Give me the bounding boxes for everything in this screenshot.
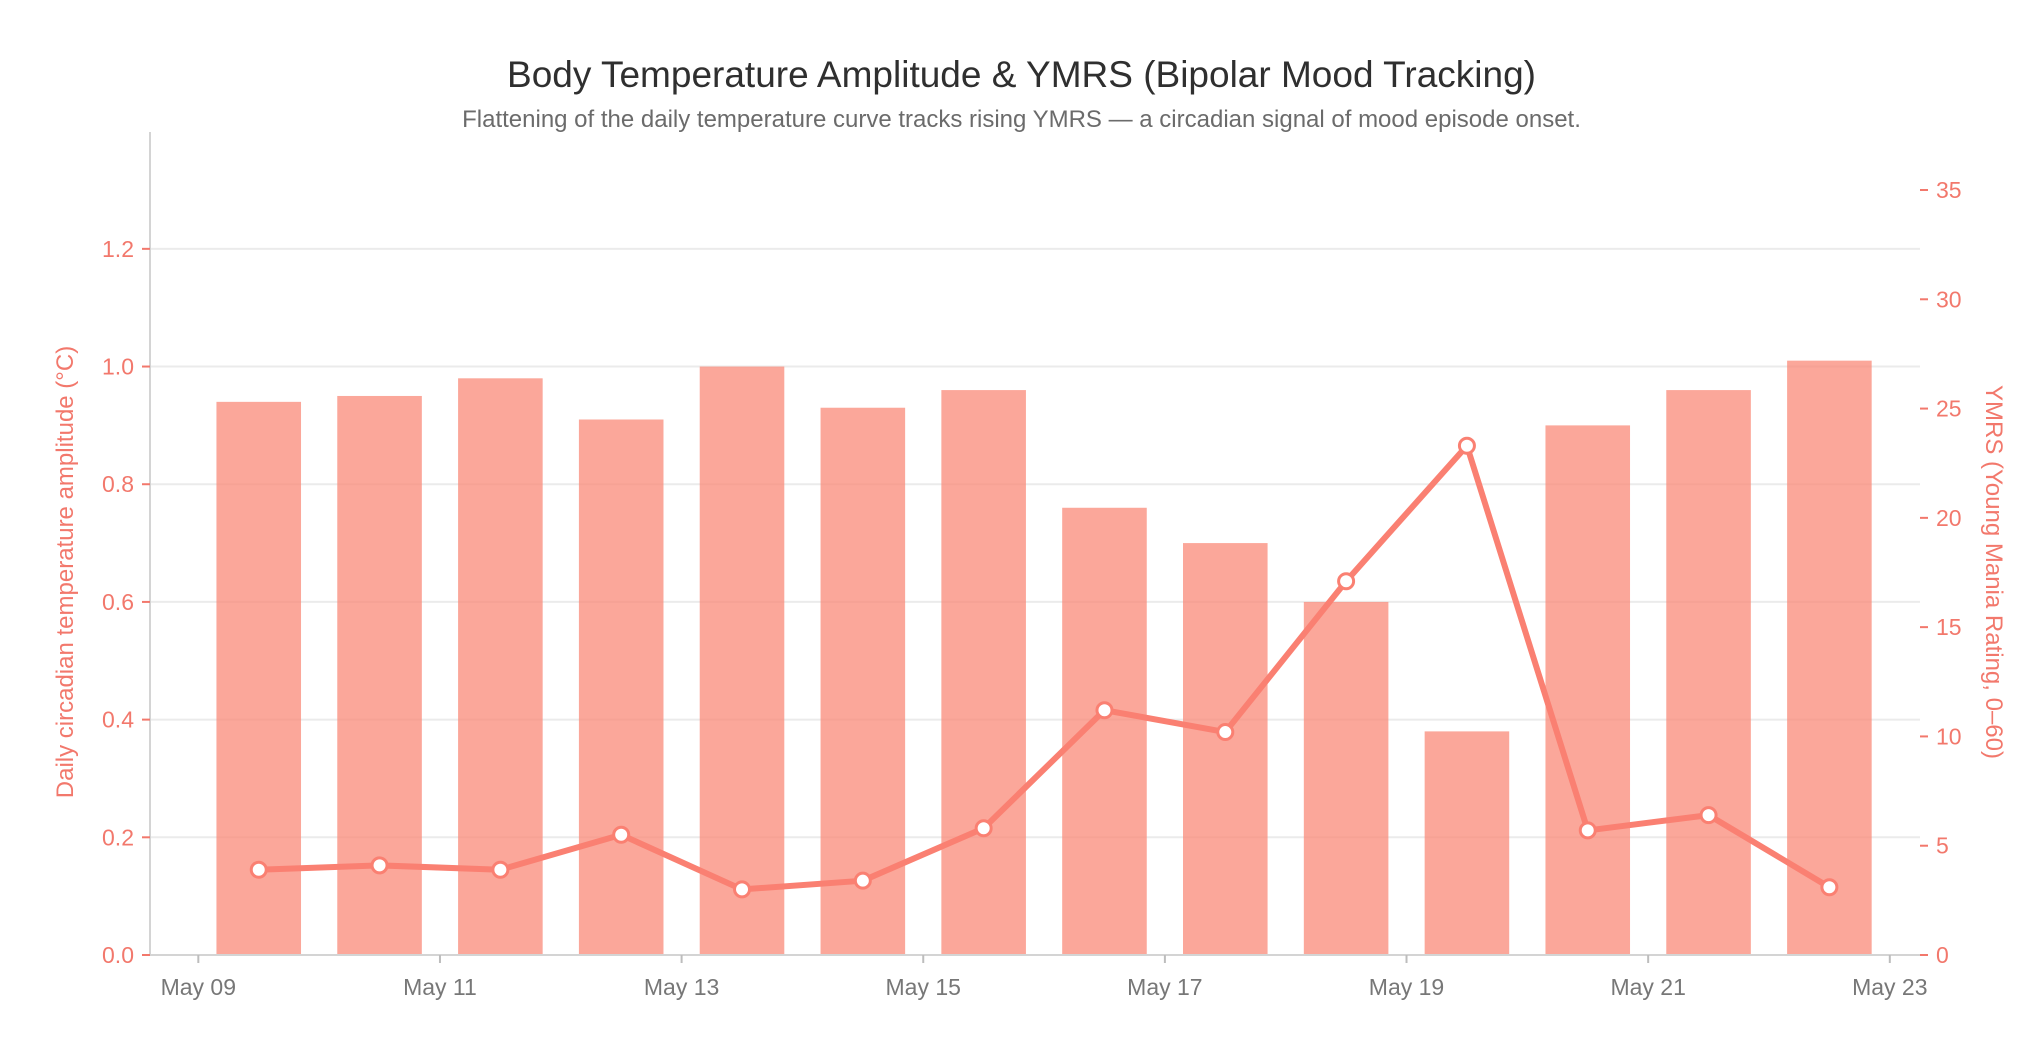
chart-subtitle: Flattening of the daily temperature curv… [462,106,1581,133]
temperature-amplitude-bar [1303,601,1389,955]
x-tick-label: May 17 [1127,974,1202,1000]
y-right-axis-title: YMRS (Young Mania Rating, 0–60) [1980,385,2007,759]
ymrs-point [370,856,389,875]
line-series [249,436,1839,899]
y-left-tick-label: 0.0 [102,942,134,968]
temperature-amplitude-bar [1545,425,1631,955]
x-tick-label: May 23 [1852,974,1927,1000]
y-left-tick-label: 1.2 [102,236,134,262]
ymrs-point [491,860,510,879]
x-tick-label: May 11 [403,974,477,1000]
y-left-tick-label: 0.8 [102,471,134,497]
x-tick-label: May 21 [1610,974,1685,1000]
ymrs-point [1578,821,1597,840]
ymrs-point [612,825,631,844]
temperature-amplitude-bar [699,366,785,955]
temperature-amplitude-bar [941,390,1026,956]
ymrs-point [1337,572,1356,591]
ymrs-point [1457,436,1476,455]
y-left-axis-title: Daily circadian temperature amplitude (°… [52,346,79,798]
temperature-amplitude-bar [578,419,664,955]
ymrs-point [733,880,752,899]
x-tick-label: May 09 [161,974,236,1000]
x-tick-label: May 19 [1369,974,1444,1000]
y-right-tick-label: 5 [1936,833,1949,859]
y-right-tick-label: 30 [1936,286,1962,312]
y-right-tick-label: 35 [1936,177,1962,203]
ymrs-point [1820,878,1839,897]
ymrs-point [853,871,872,890]
temperature-amplitude-bar [820,407,906,955]
y-left-tick-label: 0.6 [102,589,134,615]
y-right-tick-label: 15 [1936,614,1962,640]
y-left-tick-label: 0.4 [102,707,134,733]
ymrs-point [1095,701,1114,720]
x-tick-label: May 13 [644,974,719,1000]
y-right-tick-label: 25 [1936,396,1962,422]
chart-title: Body Temperature Amplitude & YMRS (Bipol… [507,54,1536,95]
axes: 0.0 0.2 0.4 0.6 0.8 1.0 1.2 0 5 10 15 20 25 30 35 May 0… [102,132,1962,1000]
y-right-tick-label: 20 [1936,505,1962,531]
temperature-amplitude-bar [1062,507,1147,955]
ymrs-point [974,819,993,838]
y-left-tick-label: 1.0 [102,354,134,380]
y-right-tick-label: 0 [1936,942,1949,968]
temperature-amplitude-bar [1424,731,1510,955]
temperature-amplitude-bar [1787,360,1872,956]
x-tick-label: May 15 [886,974,961,1000]
ymrs-point [1699,806,1718,825]
ymrs-point [249,860,268,879]
ymrs-point [1216,723,1235,742]
y-left-tick-label: 0.2 [102,824,134,850]
temperature-amplitude-bar [1666,390,1751,956]
temperature-amplitude-bar [1183,543,1268,955]
ymrs-line [255,442,1833,893]
y-right-tick-label: 10 [1936,723,1962,749]
